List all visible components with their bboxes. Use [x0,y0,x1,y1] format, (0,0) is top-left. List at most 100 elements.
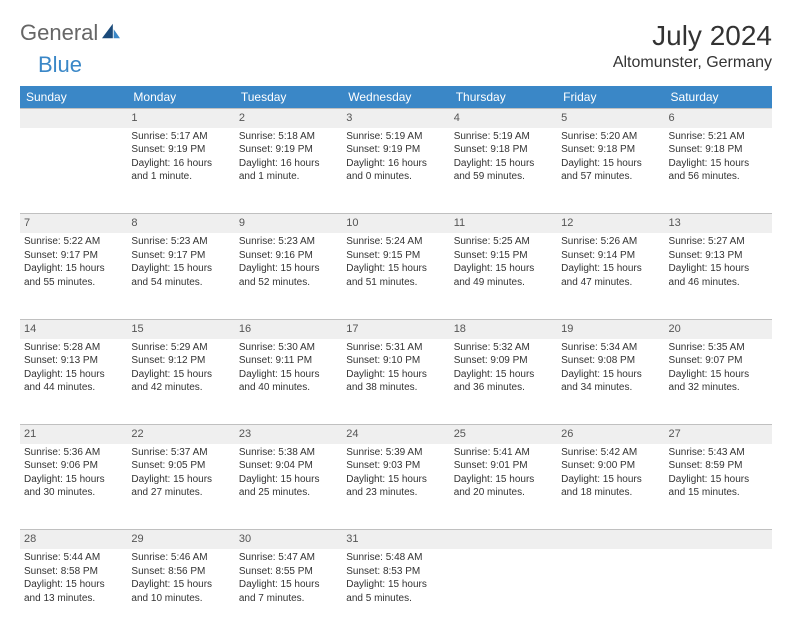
day-number: 9 [235,214,342,233]
day-number: 23 [235,425,342,444]
day-cell: Sunrise: 5:38 AMSunset: 9:04 PMDaylight:… [235,444,342,530]
daylight-line: Daylight: 16 hours and 0 minutes. [346,157,445,184]
day-number: 17 [342,320,449,339]
sunset-line: Sunset: 8:55 PM [239,565,338,579]
day-number: 28 [20,530,127,549]
daynum-cell: 30 [235,530,342,549]
sunset-line: Sunset: 9:07 PM [669,354,768,368]
day-cell: Sunrise: 5:32 AMSunset: 9:09 PMDaylight:… [450,339,557,425]
calendar-table: Sunday Monday Tuesday Wednesday Thursday… [20,86,772,631]
sunrise-line: Sunrise: 5:35 AM [669,341,768,355]
sunrise-line: Sunrise: 5:19 AM [346,130,445,144]
sunrise-line: Sunrise: 5:41 AM [454,446,553,460]
daynum-cell: 31 [342,530,449,549]
day-number [665,530,772,546]
sunrise-line: Sunrise: 5:26 AM [561,235,660,249]
day-cell [450,549,557,631]
sunset-line: Sunset: 9:18 PM [669,143,768,157]
day-number: 6 [665,109,772,128]
sunset-line: Sunset: 9:11 PM [239,354,338,368]
sunset-line: Sunset: 9:18 PM [561,143,660,157]
daynum-cell: 10 [342,214,449,233]
day-cell-content: Sunrise: 5:32 AMSunset: 9:09 PMDaylight:… [454,341,553,395]
day-cell-content: Sunrise: 5:28 AMSunset: 9:13 PMDaylight:… [24,341,123,395]
sunset-line: Sunset: 9:14 PM [561,249,660,263]
daynum-cell: 24 [342,425,449,444]
week-row: Sunrise: 5:28 AMSunset: 9:13 PMDaylight:… [20,339,772,425]
day-number: 21 [20,425,127,444]
sunrise-line: Sunrise: 5:48 AM [346,551,445,565]
sunrise-line: Sunrise: 5:20 AM [561,130,660,144]
daynum-cell: 1 [127,109,234,128]
day-cell: Sunrise: 5:20 AMSunset: 9:18 PMDaylight:… [557,128,664,214]
week-row: Sunrise: 5:44 AMSunset: 8:58 PMDaylight:… [20,549,772,631]
weekday-header: Friday [557,86,664,109]
sunset-line: Sunset: 8:53 PM [346,565,445,579]
daynum-row: 28293031 [20,530,772,549]
day-number: 7 [20,214,127,233]
day-cell: Sunrise: 5:42 AMSunset: 9:00 PMDaylight:… [557,444,664,530]
day-cell-content: Sunrise: 5:24 AMSunset: 9:15 PMDaylight:… [346,235,445,289]
sunrise-line: Sunrise: 5:31 AM [346,341,445,355]
daylight-line: Daylight: 15 hours and 56 minutes. [669,157,768,184]
daynum-cell: 4 [450,109,557,128]
daynum-row: 123456 [20,109,772,128]
sunrise-line: Sunrise: 5:32 AM [454,341,553,355]
daylight-line: Daylight: 15 hours and 7 minutes. [239,578,338,605]
calendar-body: 123456Sunrise: 5:17 AMSunset: 9:19 PMDay… [20,109,772,631]
daynum-cell: 26 [557,425,664,444]
sunset-line: Sunset: 9:19 PM [239,143,338,157]
sunset-line: Sunset: 9:08 PM [561,354,660,368]
day-cell-content: Sunrise: 5:43 AMSunset: 8:59 PMDaylight:… [669,446,768,500]
daylight-line: Daylight: 15 hours and 23 minutes. [346,473,445,500]
location-label: Altomunster, Germany [613,54,772,72]
daylight-line: Daylight: 15 hours and 20 minutes. [454,473,553,500]
sunset-line: Sunset: 9:16 PM [239,249,338,263]
daynum-row: 21222324252627 [20,425,772,444]
day-cell-content: Sunrise: 5:46 AMSunset: 8:56 PMDaylight:… [131,551,230,605]
sunset-line: Sunset: 9:09 PM [454,354,553,368]
daylight-line: Daylight: 15 hours and 55 minutes. [24,262,123,289]
day-cell-content: Sunrise: 5:22 AMSunset: 9:17 PMDaylight:… [24,235,123,289]
sunrise-line: Sunrise: 5:37 AM [131,446,230,460]
brand-word-1: General [20,20,98,46]
day-cell: Sunrise: 5:24 AMSunset: 9:15 PMDaylight:… [342,233,449,319]
day-cell: Sunrise: 5:37 AMSunset: 9:05 PMDaylight:… [127,444,234,530]
day-cell-content: Sunrise: 5:42 AMSunset: 9:00 PMDaylight:… [561,446,660,500]
daynum-cell: 22 [127,425,234,444]
day-number: 16 [235,320,342,339]
daynum-cell: 11 [450,214,557,233]
day-number: 30 [235,530,342,549]
sunrise-line: Sunrise: 5:22 AM [24,235,123,249]
sunrise-line: Sunrise: 5:38 AM [239,446,338,460]
daylight-line: Daylight: 15 hours and 54 minutes. [131,262,230,289]
weekday-header: Thursday [450,86,557,109]
sail-icon [100,20,122,46]
day-number [557,530,664,546]
sunrise-line: Sunrise: 5:21 AM [669,130,768,144]
sunrise-line: Sunrise: 5:23 AM [131,235,230,249]
day-cell-content: Sunrise: 5:39 AMSunset: 9:03 PMDaylight:… [346,446,445,500]
day-number: 24 [342,425,449,444]
sunset-line: Sunset: 9:05 PM [131,459,230,473]
daylight-line: Daylight: 15 hours and 44 minutes. [24,368,123,395]
day-cell: Sunrise: 5:30 AMSunset: 9:11 PMDaylight:… [235,339,342,425]
daynum-cell [450,530,557,549]
day-cell-content: Sunrise: 5:41 AMSunset: 9:01 PMDaylight:… [454,446,553,500]
daynum-cell: 20 [665,319,772,338]
sunset-line: Sunset: 9:17 PM [24,249,123,263]
day-cell-content: Sunrise: 5:44 AMSunset: 8:58 PMDaylight:… [24,551,123,605]
day-cell: Sunrise: 5:17 AMSunset: 9:19 PMDaylight:… [127,128,234,214]
day-number: 8 [127,214,234,233]
daylight-line: Daylight: 15 hours and 25 minutes. [239,473,338,500]
day-cell-content: Sunrise: 5:36 AMSunset: 9:06 PMDaylight:… [24,446,123,500]
daylight-line: Daylight: 16 hours and 1 minute. [239,157,338,184]
daynum-cell: 2 [235,109,342,128]
sunrise-line: Sunrise: 5:47 AM [239,551,338,565]
daynum-cell: 25 [450,425,557,444]
day-number: 2 [235,109,342,128]
day-cell-content: Sunrise: 5:35 AMSunset: 9:07 PMDaylight:… [669,341,768,395]
day-cell-content: Sunrise: 5:29 AMSunset: 9:12 PMDaylight:… [131,341,230,395]
sunset-line: Sunset: 9:18 PM [454,143,553,157]
week-row: Sunrise: 5:22 AMSunset: 9:17 PMDaylight:… [20,233,772,319]
